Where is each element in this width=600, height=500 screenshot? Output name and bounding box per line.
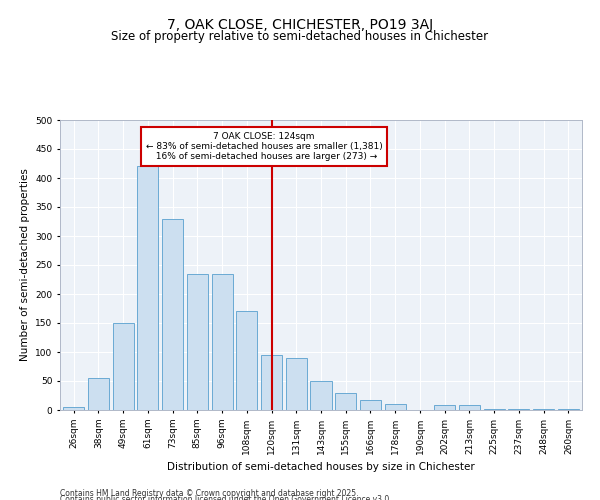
Bar xyxy=(310,381,332,410)
Bar xyxy=(261,355,282,410)
Bar xyxy=(360,400,381,410)
Text: Contains public sector information licensed under the Open Government Licence v3: Contains public sector information licen… xyxy=(60,495,392,500)
Bar xyxy=(508,409,529,410)
Bar xyxy=(385,404,406,410)
Bar xyxy=(286,358,307,410)
Text: Size of property relative to semi-detached houses in Chichester: Size of property relative to semi-detach… xyxy=(112,30,488,43)
Text: 7, OAK CLOSE, CHICHESTER, PO19 3AJ: 7, OAK CLOSE, CHICHESTER, PO19 3AJ xyxy=(167,18,433,32)
Bar xyxy=(187,274,208,410)
Bar xyxy=(113,323,134,410)
Bar xyxy=(484,409,505,410)
Bar xyxy=(434,406,455,410)
Bar xyxy=(212,274,233,410)
Bar xyxy=(63,407,84,410)
Y-axis label: Number of semi-detached properties: Number of semi-detached properties xyxy=(20,168,29,362)
Bar xyxy=(162,218,183,410)
X-axis label: Distribution of semi-detached houses by size in Chichester: Distribution of semi-detached houses by … xyxy=(167,462,475,472)
Bar xyxy=(459,406,480,410)
Text: Contains HM Land Registry data © Crown copyright and database right 2025.: Contains HM Land Registry data © Crown c… xyxy=(60,488,359,498)
Bar xyxy=(236,312,257,410)
Bar xyxy=(88,378,109,410)
Bar xyxy=(137,166,158,410)
Text: 7 OAK CLOSE: 124sqm
← 83% of semi-detached houses are smaller (1,381)
  16% of s: 7 OAK CLOSE: 124sqm ← 83% of semi-detach… xyxy=(146,132,382,162)
Bar xyxy=(335,392,356,410)
